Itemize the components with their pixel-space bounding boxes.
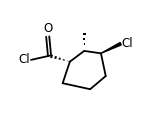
Text: Cl: Cl — [122, 37, 133, 50]
Polygon shape — [101, 43, 121, 53]
Text: O: O — [43, 22, 52, 35]
Text: Cl: Cl — [18, 53, 30, 66]
